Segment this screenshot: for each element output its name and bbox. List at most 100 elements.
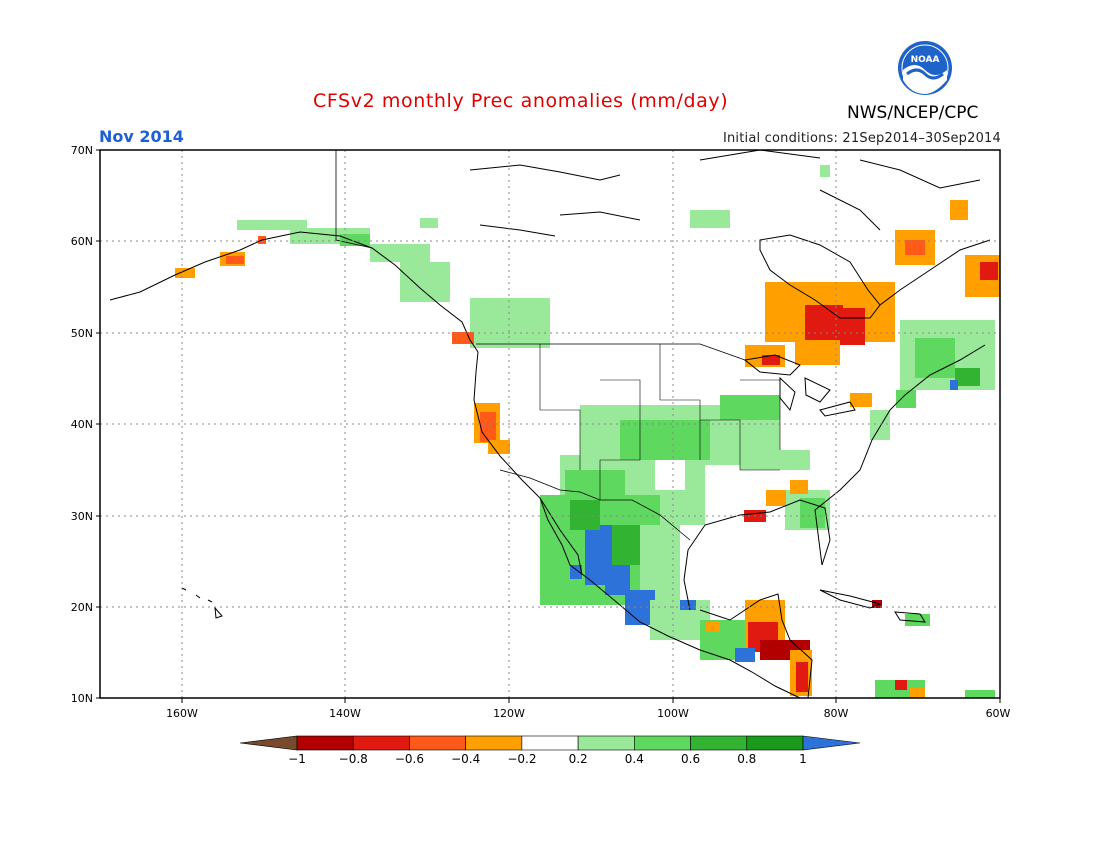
anomaly-patch	[905, 614, 930, 626]
colorbar-label: 0.2	[569, 752, 588, 766]
anomaly-patch	[895, 680, 907, 690]
atlantic-coastline	[814, 344, 986, 566]
baja-coastline	[539, 497, 583, 576]
anomaly-patch	[965, 690, 995, 698]
noaa-logo: NOAA	[898, 41, 952, 95]
colorbar-bin	[296, 735, 354, 751]
coastlines	[109, 149, 991, 699]
anomaly-patch	[570, 500, 600, 530]
x-tick-label: 60W	[986, 707, 1011, 720]
anomaly-patch	[237, 220, 307, 230]
anomaly-patch	[706, 622, 720, 632]
colorbar-label: −1	[288, 752, 306, 766]
anomaly-patch	[452, 332, 474, 344]
y-tick-label: 60N	[71, 235, 93, 248]
anomaly-patch	[790, 480, 808, 494]
anomaly-patch	[850, 393, 872, 407]
logo-text: NOAA	[911, 55, 940, 65]
colorbar-bin	[690, 735, 748, 751]
anomaly-shading	[175, 165, 1000, 698]
anomaly-patch	[175, 268, 195, 278]
lat-axis: 70N 60N 50N 40N 30N 20N 10N	[71, 144, 100, 705]
anomaly-patch	[488, 440, 510, 454]
y-tick-label: 70N	[71, 144, 93, 157]
colorbar-label: 0.8	[737, 752, 756, 766]
colorbar-bin	[577, 735, 635, 751]
colorbar-arrow-low	[239, 735, 298, 751]
anomaly-patch	[910, 688, 925, 698]
anomaly-patch	[226, 256, 244, 264]
colorbar-bin	[746, 735, 804, 751]
x-tick-label: 160W	[166, 707, 198, 720]
x-tick-label: 80W	[824, 707, 849, 720]
hispaniola-coastline	[894, 611, 926, 623]
anomaly-patch	[950, 200, 968, 220]
anomaly-patch	[762, 355, 780, 365]
colorbar-bin	[409, 735, 466, 751]
month-label: Nov 2014	[99, 127, 184, 146]
anomaly-patch	[872, 600, 882, 608]
anomaly-patch	[690, 210, 730, 228]
initial-conditions-label: Initial conditions: 21Sep2014–30Sep2014	[722, 131, 1001, 146]
anomaly-patch	[795, 340, 840, 365]
anomaly-patch	[740, 450, 810, 470]
y-tick-label: 40N	[71, 418, 93, 431]
anomaly-patch	[955, 368, 980, 386]
anomaly-patch	[800, 498, 825, 528]
y-tick-label: 50N	[71, 327, 93, 340]
lake-huron	[804, 377, 831, 403]
map-title: CFSv2 monthly Prec anomalies (mm/day)	[313, 90, 729, 112]
pacific-coastline	[109, 231, 801, 699]
anomaly-patch	[820, 165, 830, 177]
anomaly-patch	[612, 525, 640, 565]
x-tick-label: 120W	[493, 707, 525, 720]
anomaly-patch	[620, 420, 710, 460]
anomaly-patch	[915, 338, 955, 378]
agency-label: NWS/NCEP/CPC	[847, 103, 979, 123]
colorbar-bin	[634, 735, 691, 751]
anomaly-patch	[400, 262, 450, 302]
labrador-coastline	[879, 239, 991, 306]
anomaly-patch	[480, 412, 496, 442]
lake-superior	[743, 354, 801, 376]
colorbar-label: 0.6	[681, 752, 700, 766]
anomaly-patch	[655, 460, 685, 490]
colorbar-label: −0.2	[507, 752, 536, 766]
anomaly-patch	[570, 565, 582, 579]
alaska-border	[335, 150, 373, 249]
colorbar-label: 1	[799, 752, 807, 766]
colorbar-label: 0.4	[625, 752, 644, 766]
colorbar-bin	[352, 735, 410, 751]
anomaly-patch	[340, 234, 370, 246]
lake-erie	[819, 401, 856, 417]
colorbar-label: −0.6	[395, 752, 424, 766]
colorbar-label: −0.8	[339, 752, 368, 766]
colorbar-label: −0.4	[451, 752, 480, 766]
x-tick-label: 140W	[329, 707, 361, 720]
anomaly-patch	[470, 298, 550, 348]
x-tick-label: 100W	[657, 707, 689, 720]
colorbar: −1 −0.8 −0.6 −0.4 −0.2 0.2 0.4 0.6 0.8 1	[239, 735, 861, 766]
anomaly-patch	[896, 390, 916, 408]
us-mexico-border	[499, 469, 691, 541]
hawaii-coastline	[181, 587, 223, 619]
anomaly-patch	[805, 305, 865, 345]
y-tick-label: 20N	[71, 601, 93, 614]
hudson-bay-coastline	[759, 234, 881, 319]
state-lines	[539, 344, 781, 500]
lon-axis: 160W 140W 120W 100W 80W 60W	[166, 698, 1011, 720]
anomaly-patch	[950, 380, 958, 390]
anomaly-patch	[735, 648, 755, 662]
anomaly-patch	[980, 262, 998, 280]
anomaly-patch	[905, 240, 925, 255]
anomaly-patch	[843, 298, 865, 308]
colorbar-arrow-high	[802, 735, 861, 751]
anomaly-patch	[680, 600, 696, 610]
lake-michigan	[779, 376, 796, 412]
colorbar-bin	[465, 735, 523, 751]
y-tick-label: 10N	[71, 692, 93, 705]
cuba-coastline	[819, 589, 882, 609]
anomaly-patch	[420, 218, 438, 228]
anomaly-patch	[766, 490, 786, 506]
